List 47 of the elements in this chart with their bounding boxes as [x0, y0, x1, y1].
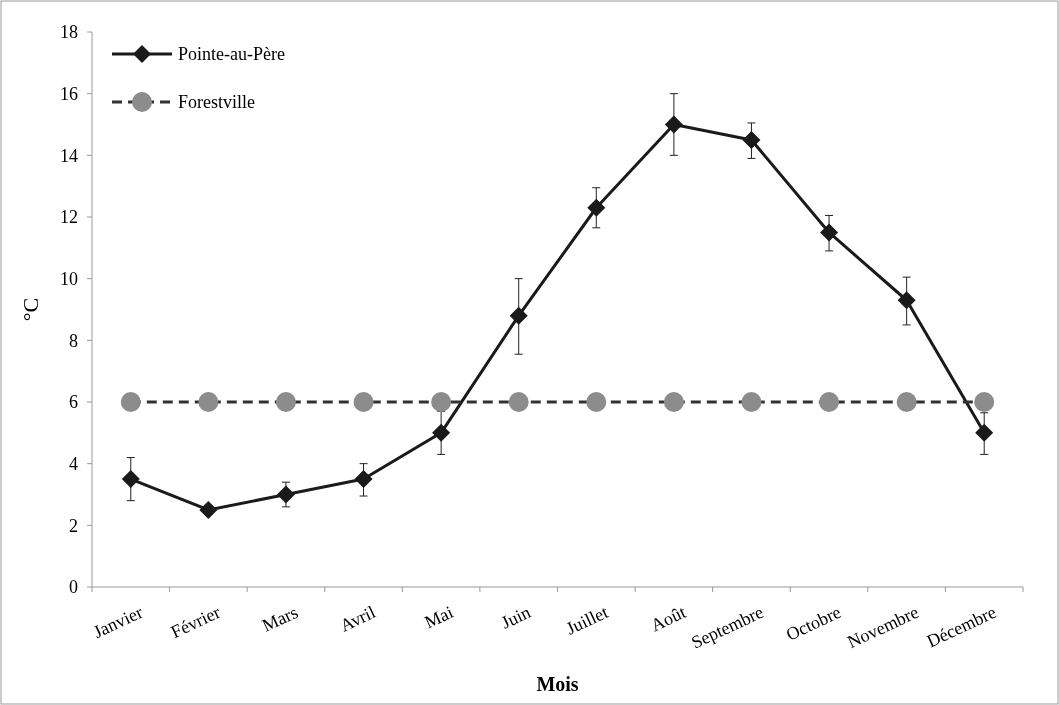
y-tick-label: 2 — [69, 515, 78, 536]
y-tick-label: 0 — [69, 577, 78, 598]
point — [741, 392, 762, 412]
y-tick-label: 12 — [60, 207, 78, 228]
x-tick-label: Mars — [258, 601, 301, 636]
y-tick-label: 4 — [69, 453, 78, 474]
x-axis-title: Mois — [536, 673, 579, 695]
point — [819, 392, 840, 412]
point — [508, 392, 529, 412]
y-tick-label: 14 — [60, 145, 78, 166]
x-tick-label: Janvier — [90, 601, 146, 643]
x-tick-label: Août — [647, 601, 689, 636]
point — [121, 470, 140, 489]
point — [896, 392, 917, 412]
point — [120, 392, 141, 412]
point — [509, 306, 528, 325]
point — [975, 423, 994, 442]
y-axis-title: °C — [18, 297, 43, 322]
point — [431, 392, 452, 412]
y-tick-label: 8 — [69, 330, 78, 351]
point — [198, 392, 219, 412]
y-tick-label: 10 — [60, 268, 78, 289]
x-tick-label: Juin — [498, 601, 534, 633]
point — [742, 130, 761, 149]
point — [820, 223, 839, 242]
point — [897, 291, 916, 310]
x-tick-label: Avril — [336, 601, 379, 636]
point — [199, 500, 218, 519]
x-tick-label: Mai — [421, 601, 457, 633]
x-tick-label: Février — [167, 601, 224, 643]
y-tick-label: 6 — [69, 392, 78, 413]
point — [432, 423, 451, 442]
point — [276, 485, 295, 504]
y-tick-label: 18 — [60, 22, 78, 43]
x-tick-label: Octobre — [783, 601, 845, 645]
point — [275, 392, 296, 412]
point — [354, 470, 373, 489]
legend-label: Pointe-au-Père — [178, 44, 285, 65]
legend-label: Forestville — [178, 92, 255, 113]
y-tick-label: 16 — [60, 83, 78, 104]
point — [587, 198, 606, 217]
point — [664, 115, 683, 134]
point — [663, 392, 684, 412]
x-tick-label: Juillet — [562, 601, 612, 639]
point — [353, 392, 374, 412]
point — [586, 392, 607, 412]
point — [974, 392, 995, 412]
